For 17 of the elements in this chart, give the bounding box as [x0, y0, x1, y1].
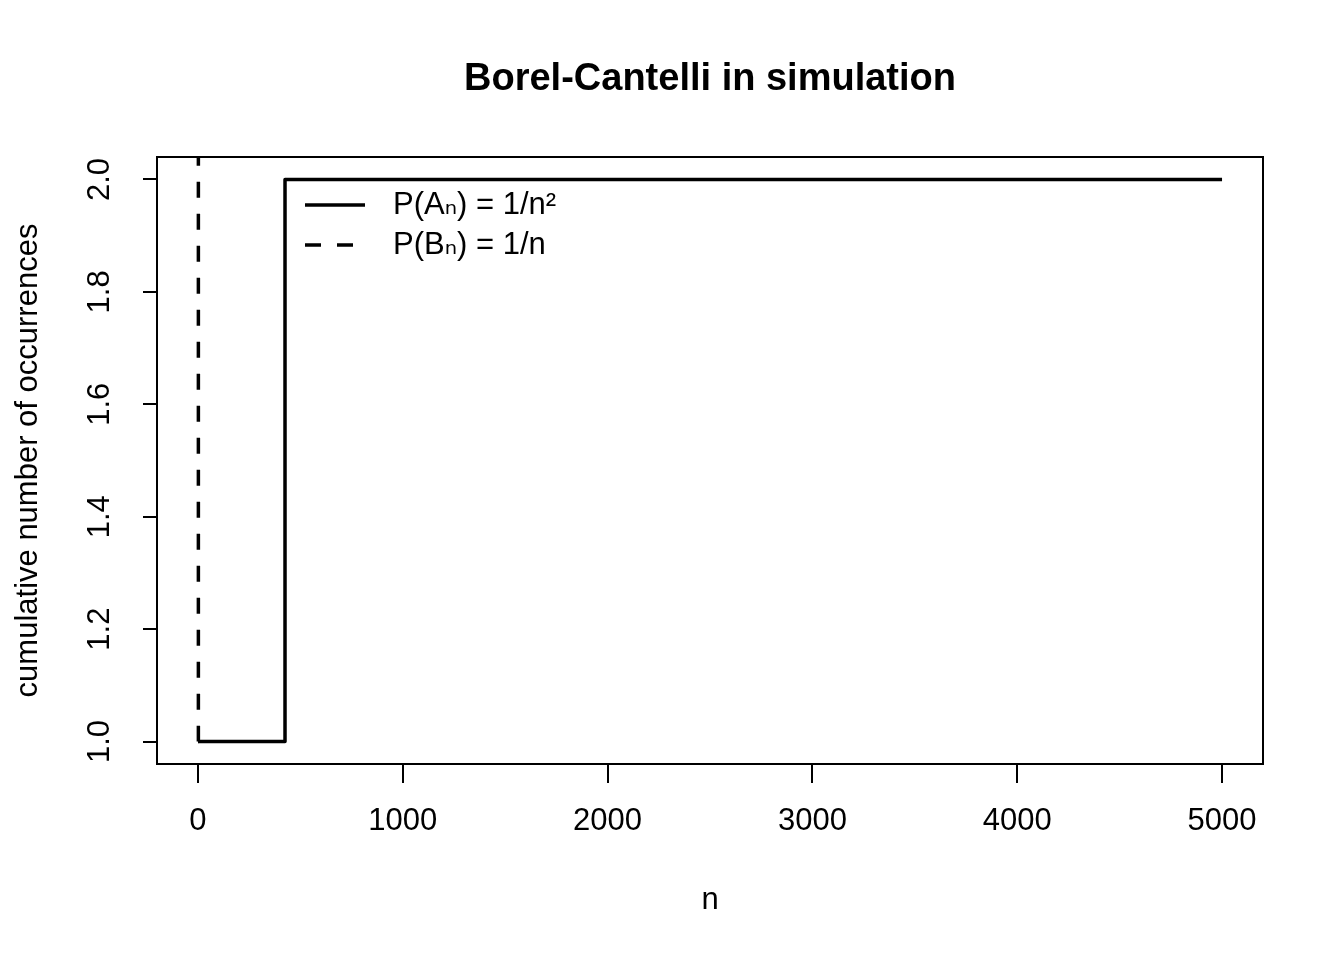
x-tick-label: 5000 — [1187, 802, 1257, 838]
x-tick-label: 1000 — [368, 802, 438, 838]
y-axis-title: cumulative number of occurrences — [8, 223, 44, 698]
y-tick-label: 1.8 — [81, 270, 116, 314]
x-axis-title: n — [701, 880, 719, 916]
x-tick-label: 0 — [189, 802, 207, 838]
y-tick-label: 1.0 — [81, 719, 116, 764]
y-tick-label: 1.6 — [81, 382, 116, 426]
x-tick-label: 3000 — [777, 802, 847, 838]
x-tick-label: 2000 — [573, 802, 643, 838]
x-tick-label: 4000 — [982, 802, 1052, 838]
y-tick-label: 1.2 — [81, 607, 116, 651]
legend-label: P(Aₙ) = 1/n² — [393, 185, 557, 221]
y-tick-label: 2.0 — [81, 157, 116, 202]
y-tick-label: 1.4 — [81, 495, 116, 539]
chart-title: Borel-Cantelli in simulation — [464, 56, 956, 99]
legend-label: P(Bₙ) = 1/n — [393, 225, 546, 261]
